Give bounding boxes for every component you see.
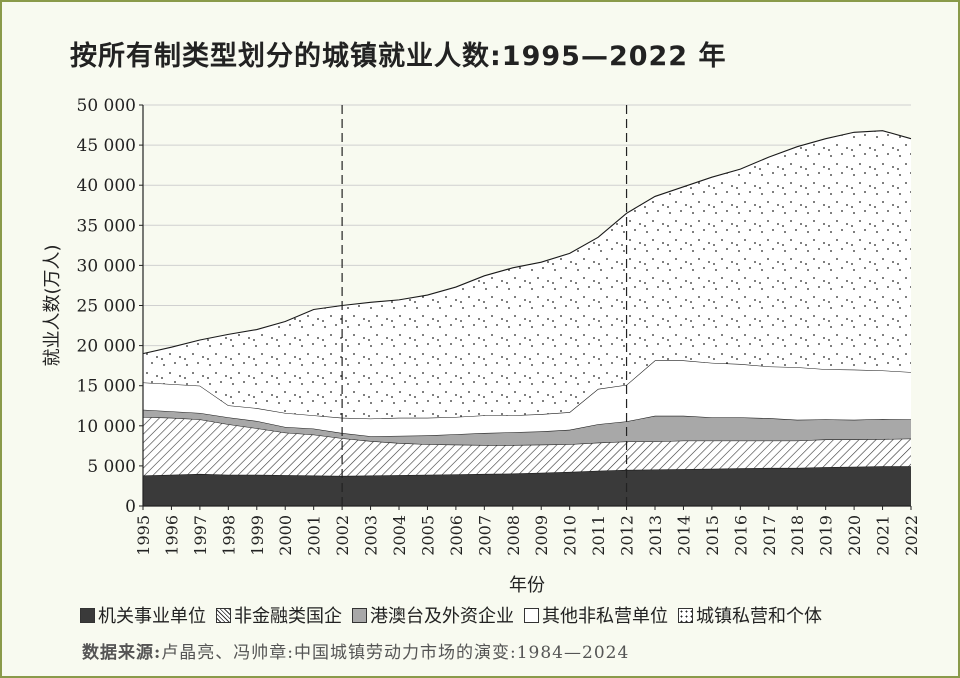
y-tick-label: 25 000 bbox=[77, 297, 136, 317]
y-tick-label: 5 000 bbox=[87, 457, 136, 477]
legend-label: 港澳台及外资企业 bbox=[370, 606, 514, 627]
legend-item: 港澳台及外资企业 bbox=[352, 602, 514, 628]
x-tick-label: 2003 bbox=[362, 515, 381, 556]
x-tick-label: 2022 bbox=[902, 515, 921, 556]
x-tick-label: 2020 bbox=[845, 515, 864, 556]
series-line-dots bbox=[142, 130, 912, 355]
x-tick-label: 1998 bbox=[219, 515, 238, 556]
y-tick-label: 0 bbox=[125, 497, 136, 517]
source-label: 数据来源: bbox=[82, 643, 162, 663]
x-tick-label: 2007 bbox=[475, 515, 494, 556]
x-tick-label: 2004 bbox=[390, 515, 409, 556]
y-tick-label: 15 000 bbox=[77, 377, 136, 397]
x-tick-label: 2021 bbox=[874, 515, 893, 556]
legend-swatch-dots bbox=[678, 607, 693, 623]
x-tick-label: 2001 bbox=[305, 515, 324, 556]
legend-item: 非金融类国企 bbox=[216, 602, 342, 628]
x-axis-title: 年份 bbox=[509, 575, 545, 596]
y-tick-label: 35 000 bbox=[77, 216, 136, 236]
y-tick-label: 10 000 bbox=[77, 417, 136, 437]
legend-item: 机关事业单位 bbox=[80, 602, 206, 628]
x-tick-label: 1999 bbox=[248, 515, 267, 556]
legend-swatch-gray bbox=[352, 607, 367, 623]
y-tick-label: 20 000 bbox=[77, 337, 136, 357]
x-tick-label: 1996 bbox=[162, 515, 181, 556]
legend-label: 其他非私营单位 bbox=[542, 606, 668, 627]
y-tick-label: 40 000 bbox=[77, 176, 136, 196]
legend-label: 城镇私营和个体 bbox=[696, 606, 822, 627]
y-axis-title: 就业人数(万人) bbox=[42, 244, 63, 366]
x-tick-label: 2015 bbox=[703, 515, 722, 556]
x-tick-label: 2017 bbox=[760, 515, 779, 556]
legend-swatch-white bbox=[524, 607, 539, 623]
y-tick-label: 30 000 bbox=[77, 256, 136, 276]
legend-label: 非金融类国企 bbox=[234, 606, 342, 627]
legend-swatch-hatch bbox=[216, 607, 231, 623]
legend-item: 其他非私营单位 bbox=[524, 602, 668, 628]
x-tick-label: 2016 bbox=[731, 515, 750, 556]
legend: 机关事业单位 非金融类国企 港澳台及外资企业 其他非私营单位 城镇私营和个体 bbox=[80, 602, 822, 628]
x-tick-label: 2000 bbox=[276, 515, 295, 556]
area-dots bbox=[143, 130, 911, 419]
x-tick-label: 2009 bbox=[532, 515, 551, 556]
x-tick-label: 1997 bbox=[191, 515, 210, 556]
x-tick-label: 2006 bbox=[447, 515, 466, 556]
x-tick-label: 2005 bbox=[418, 515, 437, 556]
y-tick-label: 50 000 bbox=[77, 96, 136, 116]
stacked-area-chart: 0 5 000 10 000 15 000 20 000 25 000 30 000 35 0… bbox=[42, 96, 921, 596]
chart-title: 按所有制类型划分的城镇就业人数:1995—2022 年 bbox=[70, 41, 727, 72]
x-tick-label: 2014 bbox=[674, 515, 693, 556]
area-hatch bbox=[143, 416, 911, 476]
area-gray bbox=[143, 409, 911, 446]
y-tick-label: 45 000 bbox=[77, 136, 136, 156]
x-tick-label: 2019 bbox=[817, 515, 836, 556]
legend-swatch-solid bbox=[80, 607, 95, 623]
x-tick-label: 2018 bbox=[788, 515, 807, 556]
x-tick-label: 2002 bbox=[333, 515, 352, 556]
legend-item: 城镇私营和个体 bbox=[678, 602, 822, 628]
x-tick-label: 2012 bbox=[618, 515, 637, 556]
x-tick-label: 2011 bbox=[589, 515, 608, 556]
x-tick-label: 2010 bbox=[561, 515, 580, 556]
x-tick-label: 1995 bbox=[134, 515, 153, 556]
legend-label: 机关事业单位 bbox=[98, 606, 206, 627]
x-tick-label: 2008 bbox=[504, 515, 523, 556]
source-text: 卢晶亮、冯帅章:中国城镇劳动力市场的演变:1984—2024 bbox=[161, 643, 630, 663]
source-note: 数据来源:卢晶亮、冯帅章:中国城镇劳动力市场的演变:1984—2024 bbox=[82, 638, 629, 663]
x-tick-label: 2013 bbox=[646, 515, 665, 556]
